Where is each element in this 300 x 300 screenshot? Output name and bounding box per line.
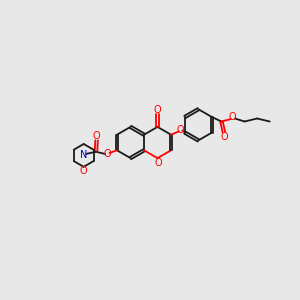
Text: O: O — [154, 158, 162, 168]
Text: O: O — [154, 105, 161, 116]
Text: N: N — [80, 150, 87, 161]
Text: O: O — [80, 166, 88, 176]
Text: O: O — [220, 131, 228, 142]
Text: O: O — [229, 112, 236, 122]
Text: O: O — [103, 149, 111, 160]
Text: O: O — [93, 131, 101, 141]
Text: O: O — [177, 125, 184, 135]
